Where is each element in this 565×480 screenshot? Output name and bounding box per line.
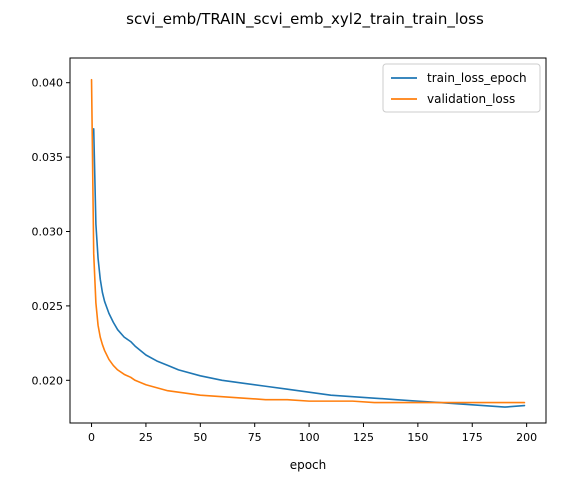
legend-label: train_loss_epoch <box>427 71 527 85</box>
x-tick-label: 0 <box>88 431 95 444</box>
legend-label: validation_loss <box>427 92 515 106</box>
series-layer <box>90 78 526 408</box>
y-tick-label: 0.025 <box>32 300 64 313</box>
x-axis: 0 25 50 75 100 125 150 175 200 <box>88 423 537 444</box>
x-tick-label: 25 <box>139 431 153 444</box>
plot-frame <box>69 57 547 424</box>
x-tick-label: 75 <box>248 431 262 444</box>
x-tick-label: 50 <box>193 431 207 444</box>
y-tick-label: 0.020 <box>32 374 64 387</box>
y-axis: 0.020 0.025 0.030 0.035 0.040 <box>32 77 70 387</box>
x-tick-label: 175 <box>462 431 483 444</box>
y-tick-label: 0.040 <box>32 77 64 90</box>
x-tick-label: 200 <box>516 431 537 444</box>
series-line-train-loss-epoch <box>92 128 526 408</box>
chart-title: scvi_emb/TRAIN_scvi_emb_xyl2_train_train… <box>126 10 484 29</box>
series-line-validation-loss <box>90 78 526 404</box>
legend: train_loss_epoch validation_loss <box>382 63 541 113</box>
x-tick-label: 150 <box>407 431 428 444</box>
y-tick-label: 0.030 <box>32 225 64 238</box>
x-tick-label: 125 <box>353 431 374 444</box>
x-axis-label: epoch <box>290 458 327 472</box>
y-tick-label: 0.035 <box>32 151 64 164</box>
x-tick-label: 100 <box>299 431 320 444</box>
legend-box <box>382 63 541 113</box>
